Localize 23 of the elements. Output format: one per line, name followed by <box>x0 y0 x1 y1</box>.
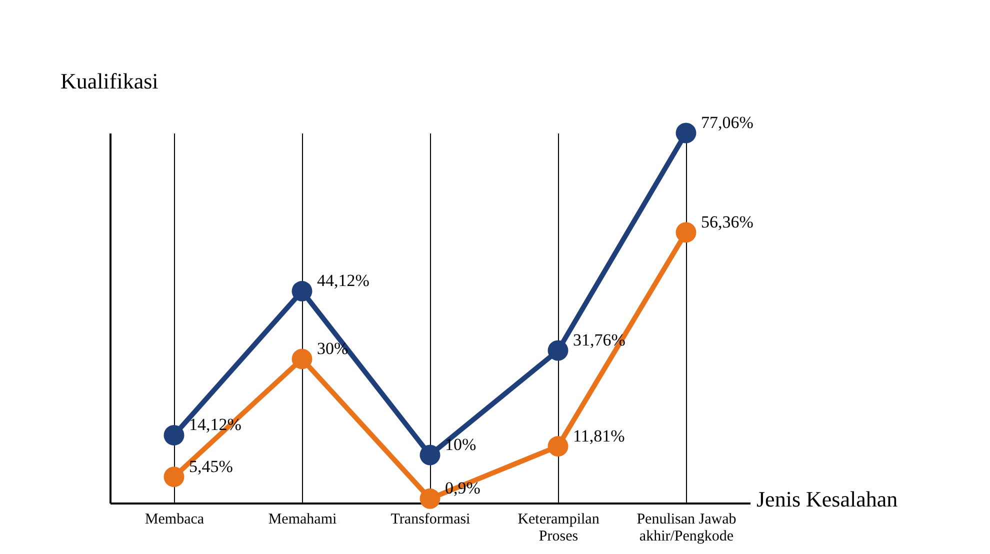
point <box>676 222 696 243</box>
data-label: 10% <box>445 434 476 454</box>
x-tick-label: Membaca <box>144 512 204 528</box>
data-label: 77,06% <box>701 113 754 132</box>
point <box>548 436 568 457</box>
point <box>164 424 184 446</box>
x-tick-label: Penulisan Jawab akhir/Pengkode <box>636 512 736 544</box>
x-tick-label: Transformasi <box>390 512 470 528</box>
x-axis-title: Jenis Kesalahan <box>756 486 898 512</box>
data-label: 56,36% <box>701 212 754 232</box>
data-label: 44,12% <box>317 271 370 290</box>
point <box>420 488 440 509</box>
y-axis-title: Kualifikasi <box>60 68 158 94</box>
point <box>676 122 696 144</box>
x-tick-label: Memahami <box>268 512 337 528</box>
data-label: 11,81% <box>573 426 625 446</box>
x-tick-label: Keterampilan Proses <box>518 512 600 544</box>
data-label: 5,45% <box>189 456 233 476</box>
point <box>548 340 568 361</box>
point <box>292 348 312 370</box>
point <box>164 466 184 488</box>
point <box>292 280 312 302</box>
point <box>420 444 440 466</box>
